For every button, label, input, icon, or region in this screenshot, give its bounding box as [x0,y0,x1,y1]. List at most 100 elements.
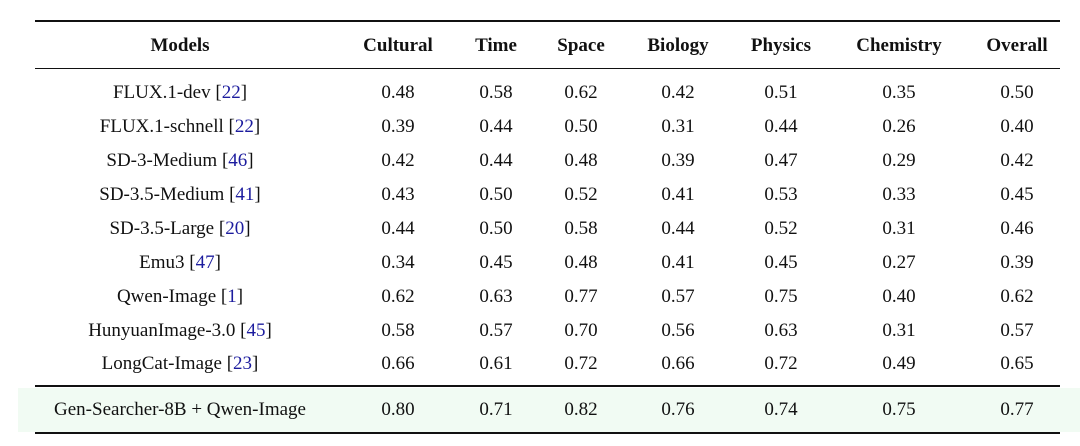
score-cell: 0.75 [764,286,798,307]
citation-link[interactable]: 47 [195,252,215,273]
table-row: LongCat-Image [23] 0.66 0.61 0.72 0.66 0.72 0.… [0,347,1080,381]
model-label: Emu3 [139,252,185,273]
model-name: SD-3.5-Large [20] [109,218,251,239]
model-name: HunyuanImage-3.0 [45] [88,320,272,341]
model-name: Emu3 [47] [139,252,221,273]
column-header: Chemistry [856,35,942,56]
model-name: SD-3.5-Medium [41] [99,184,261,205]
table-row: FLUX.1-schnell [22] 0.39 0.44 0.50 0.31 0.44 0… [0,110,1080,144]
score-cell: 0.47 [764,150,798,171]
model-label: FLUX.1-dev [112,82,211,103]
score-cell: 0.39 [661,150,695,171]
score-cell: 0.74 [764,399,798,420]
score-cell: 0.27 [882,252,916,273]
score-cell: 0.48 [564,252,598,273]
citation-link[interactable]: 20 [225,218,245,239]
score-cell: 0.58 [479,82,513,103]
score-cell: 0.44 [764,116,798,137]
score-cell: 0.52 [764,218,798,239]
score-cell: 0.42 [381,150,415,171]
score-cell: 0.58 [564,218,598,239]
score-cell: 0.48 [381,82,415,103]
score-cell: 0.82 [564,399,598,420]
model-name: FLUX.1-dev [22] [112,82,248,103]
score-cell: 0.42 [661,82,695,103]
citation-link[interactable]: 46 [228,150,248,171]
table-row: SD-3.5-Large [20] 0.44 0.50 0.58 0.44 0.52 0.3… [0,212,1080,246]
score-cell: 0.50 [564,116,598,137]
score-cell: 0.56 [661,320,695,341]
citation-link[interactable]: 41 [235,184,255,205]
score-cell: 0.33 [882,184,916,205]
model-name: SD-3-Medium [46] [106,150,254,171]
score-cell: 0.57 [661,286,695,307]
score-cell: 0.62 [564,82,598,103]
column-header: Models [150,35,210,56]
score-cell: 0.52 [564,184,598,205]
model-label: Qwen-Image [116,286,217,307]
score-cell: 0.57 [479,320,513,341]
model-label: FLUX.1-schnell [99,116,224,137]
score-cell: 0.66 [661,353,695,374]
score-cell: 0.40 [1000,116,1034,137]
highlight-row: Gen-Searcher-8B + Qwen-Image 0.80 0.71 0.82… [0,393,1080,427]
model-label: SD-3-Medium [106,150,218,171]
score-cell: 0.57 [1000,320,1034,341]
bottom-rule [35,432,1060,434]
score-cell: 0.65 [1000,353,1034,374]
citation-link[interactable]: 22 [234,116,254,137]
citation-link[interactable]: 23 [233,353,253,374]
score-cell: 0.50 [479,218,513,239]
score-cell: 0.44 [479,116,513,137]
score-cell: 0.44 [661,218,695,239]
score-cell: 0.44 [381,218,415,239]
column-header: Physics [750,35,812,56]
score-cell: 0.48 [564,150,598,171]
score-cell: 0.31 [882,218,916,239]
score-cell: 0.72 [764,353,798,374]
score-cell: 0.50 [479,184,513,205]
score-cell: 0.45 [479,252,513,273]
model-label: SD-3.5-Medium [99,184,225,205]
score-cell: 0.34 [381,252,415,273]
score-cell: 0.29 [882,150,916,171]
score-cell: 0.72 [564,353,598,374]
score-cell: 0.63 [764,320,798,341]
citation-link[interactable]: 22 [221,82,241,103]
score-cell: 0.75 [882,399,916,420]
model-name: Gen-Searcher-8B + Qwen-Image [54,399,306,420]
score-cell: 0.39 [1000,252,1034,273]
model-label: LongCat-Image [101,353,222,374]
score-cell: 0.51 [764,82,798,103]
header-row: Models Cultural Time Space Biology Physics Che… [0,29,1080,63]
model-name: FLUX.1-schnell [22] [99,116,261,137]
citation-link[interactable]: 45 [246,320,266,341]
model-label: HunyuanImage-3.0 [88,320,236,341]
mid-rule [35,385,1060,387]
table-row: SD-3.5-Medium [41] 0.43 0.50 0.52 0.41 0.53 0.… [0,178,1080,212]
score-cell: 0.58 [381,320,415,341]
score-cell: 0.76 [661,399,695,420]
citation-link[interactable]: 1 [227,286,237,307]
model-name: LongCat-Image [23] [101,353,259,374]
score-cell: 0.71 [479,399,513,420]
table-row: HunyuanImage-3.0 [45] 0.58 0.57 0.70 0.56 0.6… [0,314,1080,348]
column-header: Biology [647,35,709,56]
score-cell: 0.46 [1000,218,1034,239]
header-rule [35,68,1060,69]
column-header: Overall [986,35,1048,56]
score-cell: 0.26 [882,116,916,137]
score-cell: 0.41 [661,184,695,205]
score-cell: 0.63 [479,286,513,307]
score-cell: 0.70 [564,320,598,341]
score-cell: 0.42 [1000,150,1034,171]
score-cell: 0.62 [381,286,415,307]
score-cell: 0.66 [381,353,415,374]
score-cell: 0.62 [1000,286,1034,307]
score-cell: 0.31 [882,320,916,341]
score-cell: 0.44 [479,150,513,171]
score-cell: 0.45 [1000,184,1034,205]
score-cell: 0.45 [764,252,798,273]
score-cell: 0.77 [564,286,598,307]
score-cell: 0.31 [661,116,695,137]
